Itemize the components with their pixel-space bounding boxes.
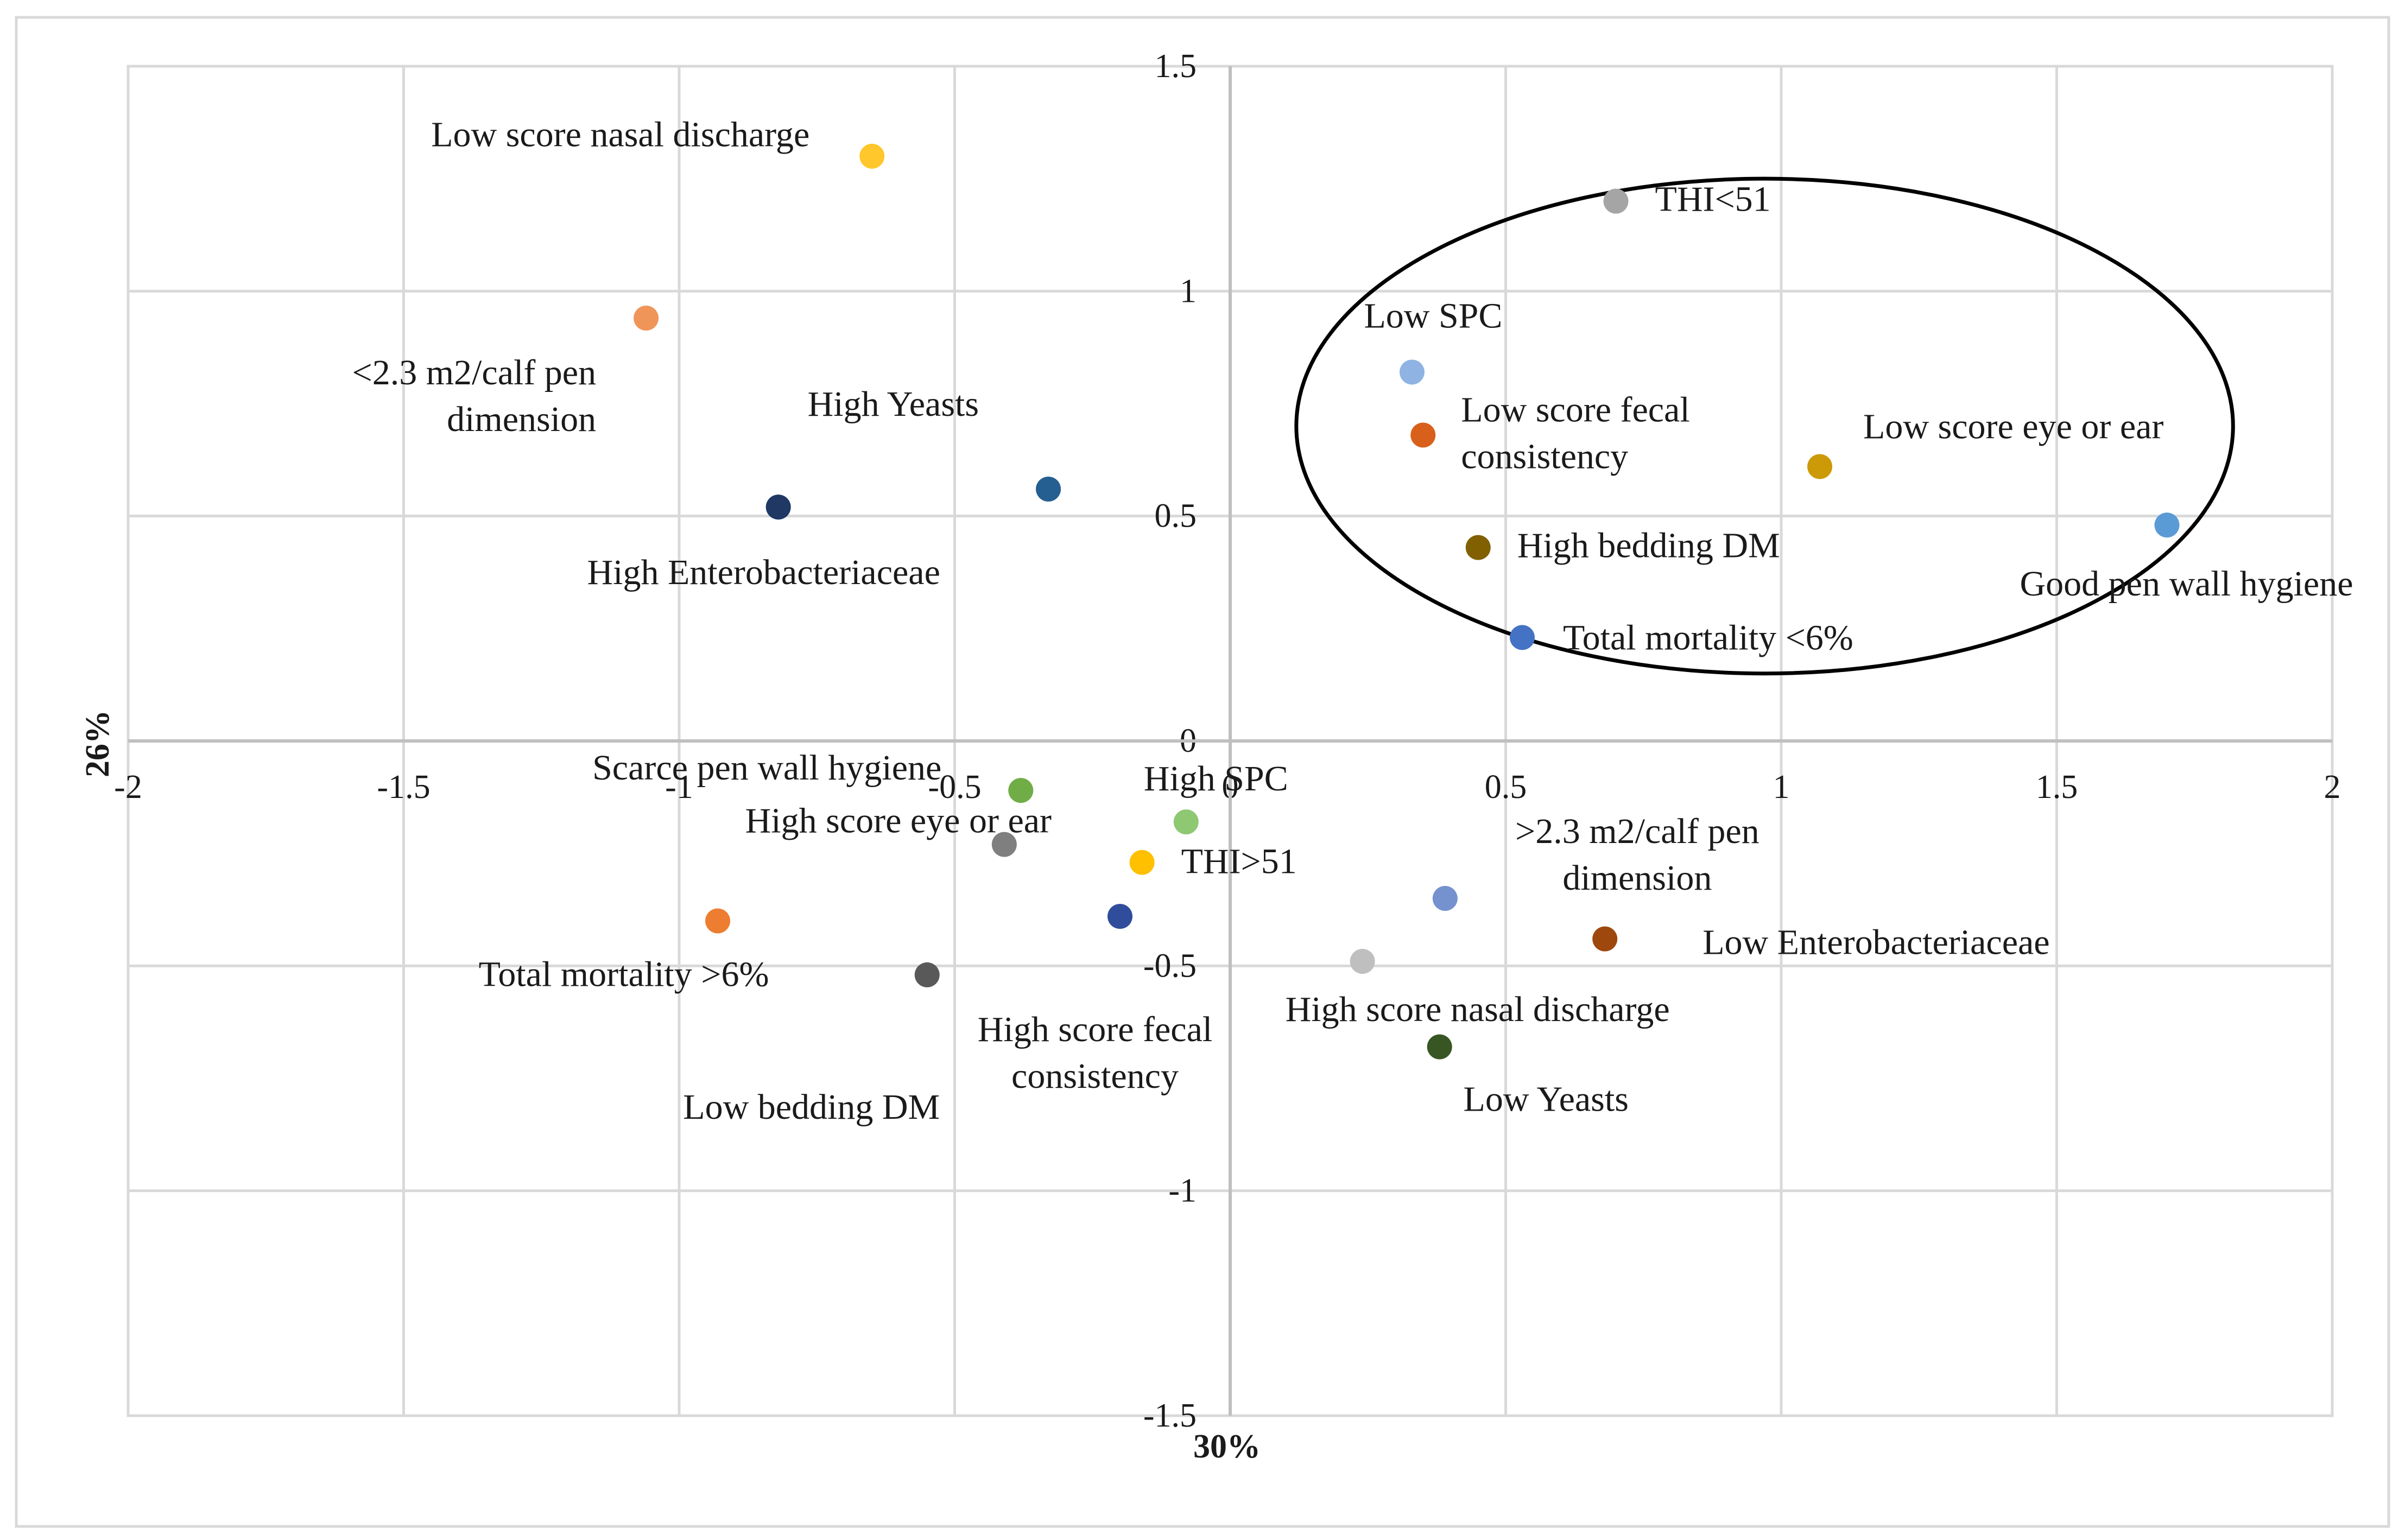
data-point	[1008, 778, 1034, 803]
outer-border	[15, 16, 2390, 1528]
data-label: High score eye or ear	[745, 801, 1052, 841]
data-point	[1427, 1034, 1452, 1060]
data-point	[1350, 949, 1375, 974]
data-point	[1129, 850, 1155, 875]
data-point	[1432, 886, 1458, 911]
annotation-layer	[1294, 176, 2235, 676]
data-label: Total mortality >6%	[479, 954, 769, 994]
data-point	[859, 143, 885, 169]
x-tick-label: -0.5	[928, 769, 981, 806]
data-point	[1592, 926, 1618, 952]
data-point	[705, 908, 731, 934]
data-label: <2.3 m2/calf pen dimension	[352, 353, 597, 439]
data-label: Low score fecal consistency	[1461, 390, 1689, 477]
y-axis-title: 26%	[79, 710, 116, 777]
x-tick-label: 1	[1773, 769, 1790, 806]
data-point	[1509, 625, 1535, 650]
data-point	[1465, 535, 1491, 560]
axes: -2-1.5-1-0.500.511.521.510.50-0.5-1-1.5	[114, 48, 2340, 1434]
y-tick-label: -1.5	[1143, 1397, 1197, 1434]
data-label: Good pen wall hygiene	[2020, 564, 2353, 604]
y-tick-label: 0.5	[1155, 498, 1197, 535]
cluster-ellipse	[1294, 176, 2235, 676]
data-label: High score fecal consistency	[978, 1010, 1212, 1096]
x-tick-label: -2	[114, 769, 142, 806]
x-tick-label: 0.5	[1485, 769, 1527, 806]
data-point	[1807, 454, 1833, 479]
data-label: High Yeasts	[808, 384, 979, 424]
data-label: High Enterobacteriaceae	[587, 553, 940, 592]
y-tick-label: -0.5	[1143, 947, 1197, 984]
x-tick-label: 2	[2324, 769, 2341, 806]
data-point	[914, 962, 940, 987]
x-tick-label: -1.5	[377, 769, 430, 806]
data-point	[1107, 904, 1132, 929]
data-label: >2.3 m2/calf pen dimension	[1515, 812, 1760, 898]
data-label: THI>51	[1181, 842, 1297, 882]
data-point	[765, 495, 791, 520]
data-label: High score nasal discharge	[1286, 990, 1670, 1029]
data-point	[2154, 512, 2180, 538]
data-point	[1173, 809, 1199, 835]
data-point	[1603, 188, 1629, 214]
y-tick-label: 1.5	[1155, 48, 1197, 85]
data-label: Low score eye or ear	[1863, 407, 2163, 447]
data-label: Low Enterobacteriaceae	[1703, 923, 2049, 962]
data-label: Low Yeasts	[1464, 1079, 1629, 1119]
data-labels: Low score nasal discharge <2.3 m2/calf pe…	[352, 115, 2353, 1127]
data-point	[1410, 422, 1436, 448]
data-point	[1399, 359, 1425, 385]
data-label: High bedding DM	[1517, 526, 1780, 566]
data-label: Low score nasal discharge	[431, 115, 809, 155]
y-tick-label: -1	[1168, 1173, 1197, 1209]
data-point	[634, 306, 659, 331]
data-label: Total mortality <6%	[1563, 618, 1853, 657]
x-tick-label: 1.5	[2036, 769, 2078, 806]
data-points	[634, 143, 2180, 1060]
data-point	[991, 832, 1017, 857]
data-label: Low SPC	[1364, 296, 1502, 335]
data-label: High SPC	[1144, 759, 1288, 798]
data-label: THI<51	[1655, 180, 1771, 219]
data-label: Low bedding DM	[683, 1087, 940, 1127]
y-tick-label: 1	[1180, 272, 1197, 309]
data-label: Scarce pen wall hygiene	[592, 748, 941, 788]
x-tick-label: -1	[665, 769, 693, 806]
data-point	[1036, 476, 1061, 502]
x-axis-title: 30%	[1193, 1428, 1261, 1465]
